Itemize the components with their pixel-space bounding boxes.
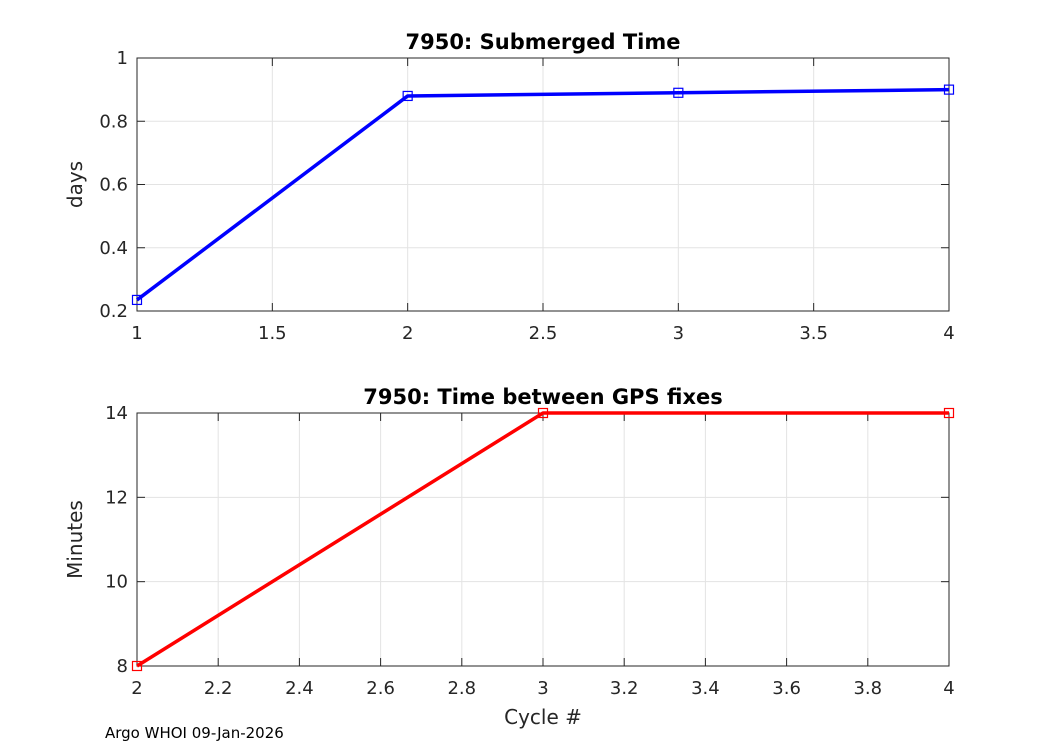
y-tick-label: 0.8	[99, 111, 128, 132]
data-point-marker	[943, 407, 955, 419]
y-tick-label: 0.6	[99, 175, 128, 196]
series-line	[136, 411, 949, 668]
x-tick-label: 3	[673, 323, 684, 344]
x-tick-label: 3	[537, 678, 548, 699]
data-point-marker	[673, 87, 684, 98]
y-axis-label: Minutes	[63, 500, 87, 579]
y-tick-label: 12	[105, 487, 128, 508]
x-tick-label: 2.2	[204, 678, 233, 699]
data-point-marker	[131, 294, 143, 306]
x-tick-label: 3.8	[853, 678, 882, 699]
subplot-gps-fix-time: 2 2.2 2.4 2.6 2.8 3 3.2 3.4 3.6 3.8 4 8 10 12 14 7950: …	[63, 385, 955, 729]
x-tick-label: 4	[943, 323, 954, 344]
x-tick-label: 2	[131, 678, 142, 699]
footer-label: Argo WHOI 09-Jan-2026	[105, 724, 284, 742]
y-tick-label: 1	[117, 48, 128, 69]
x-tick-label: 1	[131, 323, 142, 344]
y-tick-label: 8	[117, 656, 128, 677]
data-point-marker	[402, 90, 413, 102]
axes-box	[136, 57, 950, 312]
data-point-marker	[943, 84, 955, 95]
x-tick-label: 3.5	[799, 323, 828, 344]
x-tick-label: 3.6	[772, 678, 801, 699]
x-tick-label: 2	[402, 323, 413, 344]
x-tick-label: 3.4	[691, 678, 720, 699]
y-tick-label: 14	[105, 403, 128, 424]
y-axis-label: days	[63, 161, 87, 208]
series-line	[135, 87, 950, 302]
chart-title: 7950: Submerged Time	[405, 30, 680, 54]
x-tick-label: 2.4	[285, 678, 314, 699]
x-tick-label: 4	[943, 678, 954, 699]
y-tick-label: 0.4	[99, 238, 128, 259]
x-tick-label: 1.5	[258, 323, 287, 344]
x-tick-label: 2.8	[447, 678, 476, 699]
x-tick-label: 2.6	[366, 678, 395, 699]
chart-title: 7950: Time between GPS fixes	[363, 385, 723, 409]
data-point-marker	[537, 407, 549, 419]
x-axis-label: Cycle #	[504, 705, 582, 729]
subplot-submerged-time: 1 1.5 2 2.5 3 3.5 4 0.2 0.4 0.6 0.8 1 7950: Submerge…	[63, 30, 955, 344]
data-point-marker	[131, 660, 143, 672]
x-tick-label: 3.2	[610, 678, 639, 699]
x-tick-label: 2.5	[529, 323, 558, 344]
y-tick-label: 0.2	[99, 301, 128, 322]
y-tick-label: 10	[105, 572, 128, 593]
